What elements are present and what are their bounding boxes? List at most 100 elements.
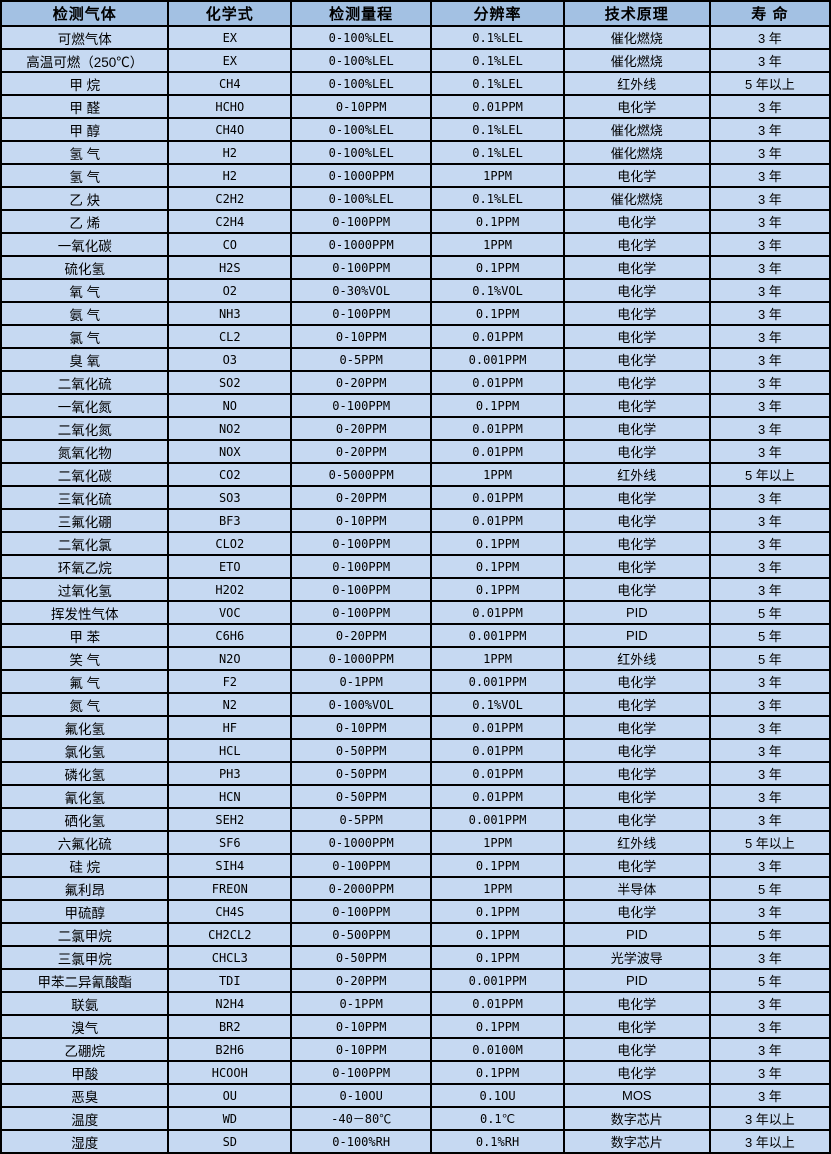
- cell-lifespan: 5 年: [708, 646, 831, 671]
- cell-chemical-formula: N2: [167, 692, 293, 717]
- cell-technology: PID: [562, 968, 711, 993]
- table-row: 硫化氢 H2S 0-100PPM 0.1PPM 电化学 3 年: [0, 255, 831, 280]
- cell-detection-range: 0-20PPM: [290, 485, 433, 510]
- cell-chemical-formula: H2: [167, 140, 293, 165]
- cell-detection-range: 0-5000PPM: [290, 462, 433, 487]
- cell-chemical-formula: CO2: [167, 462, 293, 487]
- cell-resolution: 0.01PPM: [430, 508, 565, 533]
- cell-resolution: 0.1%VOL: [430, 692, 565, 717]
- cell-technology: 电化学: [562, 692, 711, 717]
- cell-technology: MOS: [562, 1083, 711, 1108]
- cell-resolution: 0.01PPM: [430, 784, 565, 809]
- cell-detection-range: 0-1PPM: [290, 991, 433, 1016]
- cell-resolution: 0.1%VOL: [430, 278, 565, 303]
- cell-technology: 电化学: [562, 784, 711, 809]
- cell-detection-range: 0-100PPM: [290, 1060, 433, 1085]
- table-row: 湿度 SD 0-100%RH 0.1%RH 数字芯片 3 年以上: [0, 1129, 831, 1154]
- cell-resolution: 0.1PPM: [430, 255, 565, 280]
- cell-lifespan: 3 年: [708, 784, 831, 809]
- cell-detection-range: 0-10PPM: [290, 508, 433, 533]
- cell-resolution: 0.01PPM: [430, 94, 565, 119]
- cell-detection-range: 0-10OU: [290, 1083, 433, 1108]
- cell-detection-range: 0-50PPM: [290, 945, 433, 970]
- table-row: 硒化氢 SEH2 0-5PPM 0.001PPM 电化学 3 年: [0, 807, 831, 832]
- cell-gas-name: 甲酸: [0, 1060, 170, 1085]
- cell-detection-range: 0-10PPM: [290, 94, 433, 119]
- cell-gas-name: 甲 醇: [0, 117, 170, 142]
- cell-technology: 红外线: [562, 71, 711, 96]
- cell-resolution: 0.1%LEL: [430, 48, 565, 73]
- cell-chemical-formula: HCOOH: [167, 1060, 293, 1085]
- cell-gas-name: 六氟化硫: [0, 830, 170, 855]
- cell-detection-range: 0-1000PPM: [290, 163, 433, 188]
- cell-resolution: 0.1PPM: [430, 1060, 565, 1085]
- cell-technology: 光学波导: [562, 945, 711, 970]
- cell-lifespan: 3 年: [708, 255, 831, 280]
- cell-gas-name: 氢 气: [0, 140, 170, 165]
- cell-lifespan: 3 年: [708, 232, 831, 257]
- cell-gas-name: 二氯甲烷: [0, 922, 170, 947]
- table-row: 乙 烯 C2H4 0-100PPM 0.1PPM 电化学 3 年: [0, 209, 831, 234]
- cell-gas-name: 乙 烯: [0, 209, 170, 234]
- cell-technology: 催化燃烧: [562, 25, 711, 50]
- cell-technology: 催化燃烧: [562, 117, 711, 142]
- cell-chemical-formula: N2O: [167, 646, 293, 671]
- cell-chemical-formula: HCHO: [167, 94, 293, 119]
- cell-gas-name: 氮氧化物: [0, 439, 170, 464]
- cell-technology: 电化学: [562, 554, 711, 579]
- table-row: 环氧乙烷 ETO 0-100PPM 0.1PPM 电化学 3 年: [0, 554, 831, 579]
- cell-gas-name: 温度: [0, 1106, 170, 1131]
- cell-lifespan: 3 年: [708, 94, 831, 119]
- cell-gas-name: 磷化氢: [0, 761, 170, 786]
- cell-lifespan: 3 年: [708, 669, 831, 694]
- cell-resolution: 0.1%LEL: [430, 71, 565, 96]
- cell-resolution: 0.01PPM: [430, 761, 565, 786]
- cell-detection-range: 0-20PPM: [290, 623, 433, 648]
- cell-chemical-formula: FREON: [167, 876, 293, 901]
- cell-detection-range: 0-100PPM: [290, 301, 433, 326]
- cell-detection-range: 0-100%LEL: [290, 71, 433, 96]
- cell-lifespan: 3 年: [708, 347, 831, 372]
- cell-gas-name: 氯 气: [0, 324, 170, 349]
- cell-resolution: 1PPM: [430, 830, 565, 855]
- table-row: 氧 气 O2 0-30%VOL 0.1%VOL 电化学 3 年: [0, 278, 831, 303]
- cell-resolution: 0.01PPM: [430, 370, 565, 395]
- cell-detection-range: 0-100%LEL: [290, 186, 433, 211]
- cell-chemical-formula: CH4S: [167, 899, 293, 924]
- cell-gas-name: 高温可燃（250℃）: [0, 48, 170, 73]
- cell-gas-name: 环氧乙烷: [0, 554, 170, 579]
- cell-resolution: 0.1%LEL: [430, 140, 565, 165]
- cell-lifespan: 3 年: [708, 738, 831, 763]
- cell-chemical-formula: H2S: [167, 255, 293, 280]
- cell-technology: 电化学: [562, 94, 711, 119]
- cell-technology: 电化学: [562, 531, 711, 556]
- cell-resolution: 0.1PPM: [430, 899, 565, 924]
- table-row: 挥发性气体 VOC 0-100PPM 0.01PPM PID 5 年: [0, 600, 831, 625]
- cell-resolution: 0.01PPM: [430, 439, 565, 464]
- cell-chemical-formula: NOX: [167, 439, 293, 464]
- table-row: 三氧化硫 SO3 0-20PPM 0.01PPM 电化学 3 年: [0, 485, 831, 510]
- cell-lifespan: 3 年: [708, 508, 831, 533]
- table-row: 甲硫醇 CH4S 0-100PPM 0.1PPM 电化学 3 年: [0, 899, 831, 924]
- cell-technology: 电化学: [562, 991, 711, 1016]
- cell-resolution: 1PPM: [430, 462, 565, 487]
- cell-gas-name: 氧 气: [0, 278, 170, 303]
- cell-detection-range: 0-500PPM: [290, 922, 433, 947]
- table-row: 溴气 BR2 0-10PPM 0.1PPM 电化学 3 年: [0, 1014, 831, 1039]
- table-row: 过氧化氢 H2O2 0-100PPM 0.1PPM 电化学 3 年: [0, 577, 831, 602]
- cell-gas-name: 氨 气: [0, 301, 170, 326]
- cell-lifespan: 5 年: [708, 968, 831, 993]
- cell-gas-name: 乙硼烷: [0, 1037, 170, 1062]
- cell-resolution: 0.01PPM: [430, 324, 565, 349]
- cell-technology: 电化学: [562, 255, 711, 280]
- cell-technology: 电化学: [562, 439, 711, 464]
- cell-resolution: 0.01PPM: [430, 485, 565, 510]
- cell-resolution: 0.001PPM: [430, 623, 565, 648]
- cell-chemical-formula: CH2CL2: [167, 922, 293, 947]
- cell-technology: 电化学: [562, 278, 711, 303]
- cell-detection-range: 0-10PPM: [290, 1037, 433, 1062]
- cell-chemical-formula: NO2: [167, 416, 293, 441]
- cell-detection-range: 0-100PPM: [290, 393, 433, 418]
- cell-technology: 电化学: [562, 324, 711, 349]
- cell-gas-name: 氟利昂: [0, 876, 170, 901]
